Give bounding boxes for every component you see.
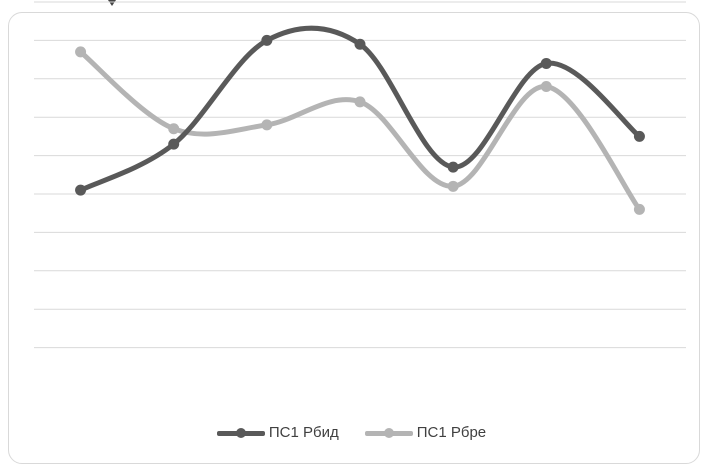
data-point-series-1-5[interactable] [447,161,459,173]
data-point-series-2-7[interactable] [633,203,645,215]
data-point-series-1-6[interactable] [540,57,552,69]
series-line-2[interactable] [78,49,642,212]
legend-swatch-series-1 [216,425,265,441]
data-point-series-1-3[interactable] [261,34,273,46]
chart-frame [8,12,700,464]
data-point-series-2-3[interactable] [261,119,273,131]
data-point-series-2-6[interactable] [540,80,552,92]
legend-label-series-1: ПС1 Pбид [268,424,339,441]
data-point-series-2-1[interactable] [75,46,87,58]
legend: ПС1 Pбид ПС1 Pбре [0,424,703,441]
legend-swatch-series-2 [364,425,413,441]
gridlines [34,1,686,349]
legend-item-series-2[interactable]: ПС1 Pбре [364,424,487,441]
corner-marker-icon [108,0,116,6]
legend-label-series-2: ПС1 Pбре [416,424,487,441]
series-line-1[interactable] [78,25,642,193]
data-point-series-1-2[interactable] [168,138,180,150]
series-layer [75,25,645,215]
data-point-series-1-1[interactable] [75,184,87,196]
data-point-series-1-4[interactable] [354,38,366,50]
data-point-series-2-5[interactable] [447,180,459,192]
legend-item-series-1[interactable]: ПС1 Pбид [216,424,339,441]
data-point-series-2-2[interactable] [168,123,180,135]
data-point-series-2-4[interactable] [354,96,366,108]
data-point-series-1-7[interactable] [633,130,645,142]
